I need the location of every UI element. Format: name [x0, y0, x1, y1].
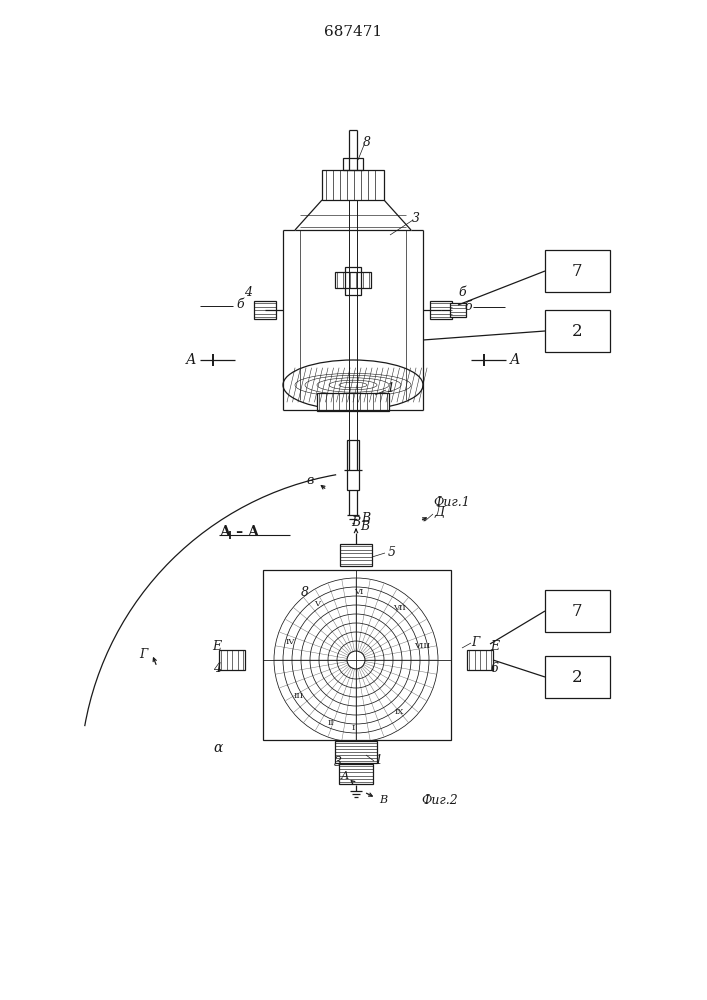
- Bar: [343, 158, 363, 170]
- Text: б: б: [464, 300, 472, 314]
- Text: 4: 4: [244, 286, 252, 300]
- Text: VII: VII: [393, 604, 406, 612]
- Text: Г: Г: [139, 648, 147, 662]
- Text: А: А: [186, 353, 197, 367]
- Text: 2: 2: [572, 322, 583, 340]
- Bar: [450, 303, 466, 317]
- Bar: [317, 393, 389, 411]
- Text: Фиг.2: Фиг.2: [421, 794, 458, 806]
- Text: III: III: [293, 692, 303, 700]
- Text: 8: 8: [363, 136, 371, 149]
- Text: А: А: [510, 353, 520, 367]
- Text: 6: 6: [491, 662, 499, 674]
- Text: 3: 3: [334, 756, 342, 768]
- Text: V: V: [314, 600, 320, 608]
- Bar: [545, 590, 610, 632]
- Text: II: II: [327, 719, 334, 727]
- Bar: [545, 250, 610, 292]
- Text: 1: 1: [374, 754, 382, 766]
- Text: В: В: [360, 520, 369, 532]
- Bar: [322, 170, 384, 200]
- Text: 8: 8: [301, 585, 309, 598]
- Text: 7: 7: [572, 602, 583, 619]
- Bar: [254, 301, 276, 319]
- Circle shape: [347, 651, 365, 669]
- Text: В: В: [361, 512, 370, 526]
- Text: IV: IV: [286, 638, 295, 646]
- Text: VIII: VIII: [414, 642, 431, 650]
- Bar: [467, 650, 493, 670]
- Bar: [339, 764, 373, 784]
- Bar: [263, 570, 451, 740]
- Text: Г: Г: [471, 636, 479, 648]
- Text: Е: Е: [212, 640, 221, 652]
- Text: А: А: [341, 771, 349, 781]
- Text: 1: 1: [386, 381, 394, 394]
- Text: α: α: [214, 741, 223, 755]
- Bar: [545, 656, 610, 698]
- Bar: [340, 544, 372, 566]
- Text: Е: Е: [491, 640, 500, 652]
- Text: В: В: [351, 516, 361, 528]
- Bar: [545, 310, 610, 352]
- Text: б: б: [236, 298, 244, 312]
- Text: 687471: 687471: [324, 25, 382, 39]
- Text: 5: 5: [388, 546, 396, 558]
- Bar: [347, 440, 359, 490]
- Text: 3: 3: [412, 212, 420, 225]
- Text: 2: 2: [572, 668, 583, 686]
- Text: б: б: [458, 286, 466, 298]
- Text: А – А: А – А: [220, 525, 259, 539]
- Bar: [430, 301, 452, 319]
- Text: В: В: [379, 795, 387, 805]
- Text: 7: 7: [572, 262, 583, 279]
- Bar: [335, 741, 377, 763]
- Text: IX: IX: [395, 708, 404, 716]
- Bar: [335, 272, 371, 288]
- Text: 4: 4: [213, 662, 221, 674]
- Text: I: I: [352, 724, 356, 732]
- Text: Д: Д: [435, 506, 445, 518]
- Bar: [345, 267, 361, 295]
- Text: VI: VI: [354, 588, 363, 596]
- Text: в: в: [306, 474, 314, 487]
- Text: Фиг.1: Фиг.1: [433, 495, 470, 508]
- Bar: [219, 650, 245, 670]
